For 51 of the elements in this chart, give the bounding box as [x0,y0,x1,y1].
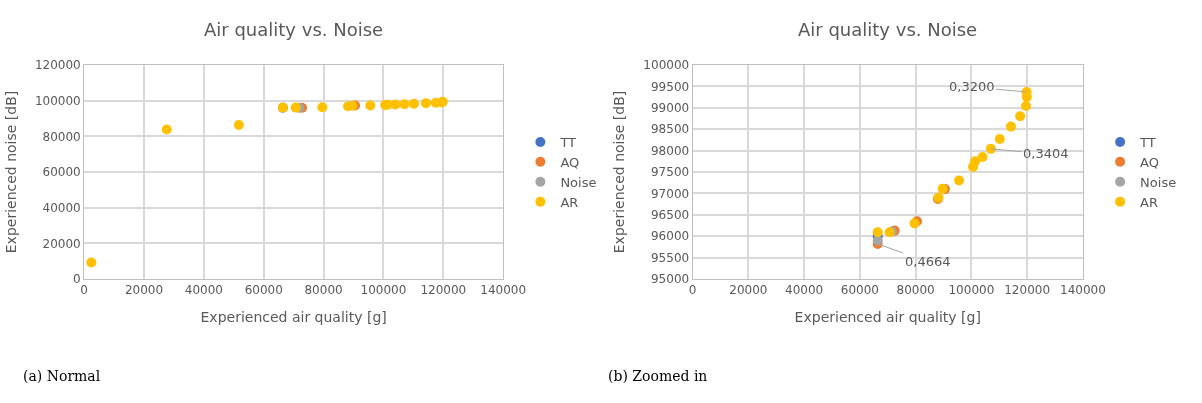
y-tick-label: 100000 [643,58,690,73]
y-tick-label: 95000 [650,272,690,287]
x-axis-title: Experienced air quality [g] [200,308,387,325]
legend-label: AR [1140,194,1159,210]
x-tick-label: 40000 [785,283,824,298]
x-tick-label: 60000 [840,283,879,298]
x-tick-label: 60000 [244,283,283,298]
legend-label: AQ [1140,154,1160,170]
y-axis-title: Experienced noise [dB] [2,90,19,254]
x-axis-title: Experienced air quality [g] [794,308,981,325]
annotation: 0,4664 [905,254,951,269]
y-tick-label: 20000 [42,236,81,251]
x-tick-label: 80000 [896,283,935,298]
legend-label: AR [560,194,579,210]
y-tick-label: 80000 [42,129,81,144]
x-tick-label: 20000 [124,283,164,298]
y-tick-label: 99000 [650,100,690,115]
chart-title: Air quality vs. Noise [798,19,978,40]
x-tick-label: 120000 [420,283,467,298]
y-tick-label: 98500 [650,122,690,137]
y-axis-title: Experienced noise [dB] [610,90,627,254]
annotation: 0,3404 [1023,146,1069,161]
y-tick-label: 99500 [650,79,690,94]
y-tick-label: 98000 [650,143,690,158]
y-tick-label: 97500 [650,165,690,180]
annotation: 0,3200 [949,79,995,94]
legend-label: TT [1139,135,1156,150]
y-tick-label: 60000 [42,165,81,180]
x-tick-label: 20000 [729,283,768,298]
x-tick-label: 40000 [184,283,223,298]
x-tick-label: 140000 [1059,283,1106,298]
y-tick-label: 40000 [42,200,81,215]
x-tick-label: 100000 [360,283,407,298]
x-tick-label: 100000 [948,283,995,298]
legend-label: TT [559,135,577,150]
chart-title: Air quality vs. Noise [204,19,384,40]
y-tick-label: 0 [73,272,81,287]
legend-label: Noise [560,174,597,190]
x-tick-label: 80000 [304,283,343,298]
y-tick-label: 100000 [34,93,81,108]
y-tick-label: 96500 [650,207,690,222]
y-tick-label: 97000 [650,186,690,201]
text: (a) Normal [23,368,101,384]
text: (b) Zoomed in [608,368,708,384]
y-tick-label: 95500 [650,250,690,265]
x-tick-label: 140000 [480,283,527,298]
legend-label: AQ [560,154,580,170]
legend-label: Noise [1140,174,1177,190]
y-tick-label: 96000 [650,229,690,244]
y-tick-label: 120000 [34,58,81,73]
x-tick-label: 120000 [1004,283,1051,298]
